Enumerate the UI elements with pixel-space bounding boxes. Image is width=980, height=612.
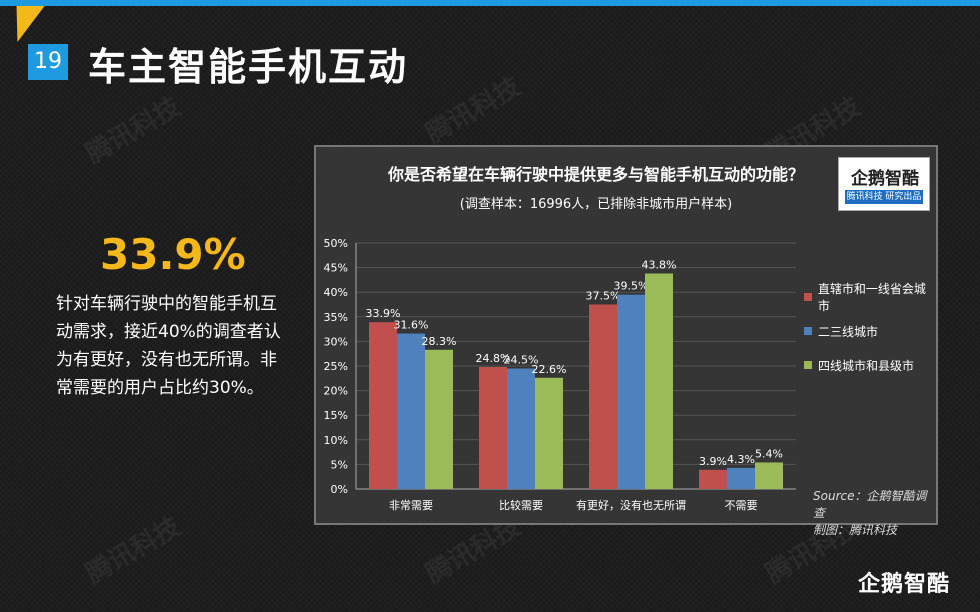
data-label: 3.9% (699, 455, 727, 468)
bar (699, 469, 727, 489)
y-tick-label: 25% (324, 360, 348, 373)
bar (617, 294, 645, 489)
chart-source: Source：企鹅智酷调查 制图：腾讯科技 (813, 488, 936, 539)
data-label: 5.4% (755, 447, 783, 460)
y-tick-label: 30% (324, 335, 348, 348)
legend-label: 四线城市和县级市 (818, 358, 915, 373)
legend-swatch (804, 293, 812, 301)
bar (727, 467, 755, 489)
legend-item: 直辖市和一线省会城市 (804, 282, 936, 313)
y-tick-label: 10% (324, 434, 348, 447)
y-tick-label: 15% (324, 409, 348, 422)
bar (755, 462, 783, 489)
bar (369, 322, 397, 489)
chart-legend: 直辖市和一线省会城市二三线城市四线城市和县级市 (804, 282, 936, 389)
legend-label: 直辖市和一线省会城市 (817, 282, 926, 313)
source-text: Source：企鹅智酷调查 (813, 489, 927, 520)
top-accent-bar (0, 0, 980, 6)
legend-item: 二三线城市 (804, 321, 936, 341)
data-label: 33.9% (366, 307, 401, 320)
bar (589, 304, 617, 489)
bar (507, 368, 535, 489)
x-tick-label: 有更好，没有也无所谓 (576, 498, 686, 512)
page-title: 车主智能手机互动 (88, 45, 409, 89)
logo-tag: 腾讯科技 研究出品 (845, 190, 923, 204)
data-label: 22.6% (532, 363, 567, 376)
y-tick-label: 5% (331, 458, 348, 471)
y-tick-label: 20% (324, 385, 348, 398)
data-label: 4.3% (727, 453, 755, 466)
y-tick-label: 35% (324, 311, 348, 324)
data-label: 24.8% (476, 352, 511, 365)
data-label: 39.5% (614, 280, 649, 293)
maker-text: 制图：腾讯科技 (813, 523, 898, 537)
y-tick-label: 0% (331, 483, 348, 496)
bar (479, 366, 507, 489)
legend-item: 四线城市和县级市 (804, 355, 936, 375)
chart-panel: 你是否希望在车辆行驶中提供更多与智能手机互动的功能？ (调查样本：16996人，… (314, 145, 938, 537)
bar (425, 349, 453, 489)
summary-text: 针对车辆行驶中的智能手机互动需求，接近40%的调查者认为有更好，没有也无所谓。非… (56, 294, 281, 398)
legend-label: 二三线城市 (818, 324, 879, 339)
bar (535, 377, 563, 489)
bar-chart: 0% 5% 10% 15% 20% 25% 30% 35% 40% 45% 50% 33.9%31.6… (324, 237, 796, 512)
x-tick-label: 不需要 (725, 499, 758, 512)
data-label: 31.6% (394, 319, 429, 332)
brand-logo: 企鹅智酷 腾讯科技 研究出品 (838, 157, 930, 211)
y-tick-label: 45% (324, 262, 348, 275)
data-label: 24.5% (504, 353, 539, 366)
y-tick-label: 40% (324, 286, 348, 299)
legend-swatch (804, 327, 812, 335)
watermark: 腾讯科技 (80, 91, 186, 170)
data-label: 28.3% (422, 335, 457, 348)
footer-logo: 企鹅智酷 (858, 572, 951, 597)
highlight-stat: 33.9% (100, 230, 246, 279)
legend-swatch (804, 361, 812, 369)
bar (397, 333, 425, 489)
x-tick-label: 非常需要 (389, 499, 433, 512)
watermark: 腾讯科技 (80, 511, 186, 590)
chart-subtitle: (调查样本：16996人，已排除非城市用户样本) (459, 197, 733, 212)
page-number: 19 (28, 44, 68, 80)
y-tick-label: 50% (324, 237, 348, 250)
accent-triangle (3, 6, 45, 42)
logo-brand: 企鹅智酷 (851, 169, 919, 189)
x-tick-label: 比较需要 (499, 498, 543, 512)
chart-title: 你是否希望在车辆行驶中提供更多与智能手机互动的功能？ (387, 165, 804, 184)
bar (645, 273, 673, 489)
data-label: 43.8% (642, 259, 677, 272)
data-label: 37.5% (586, 290, 621, 303)
watermark: 腾讯科技 (420, 71, 526, 150)
